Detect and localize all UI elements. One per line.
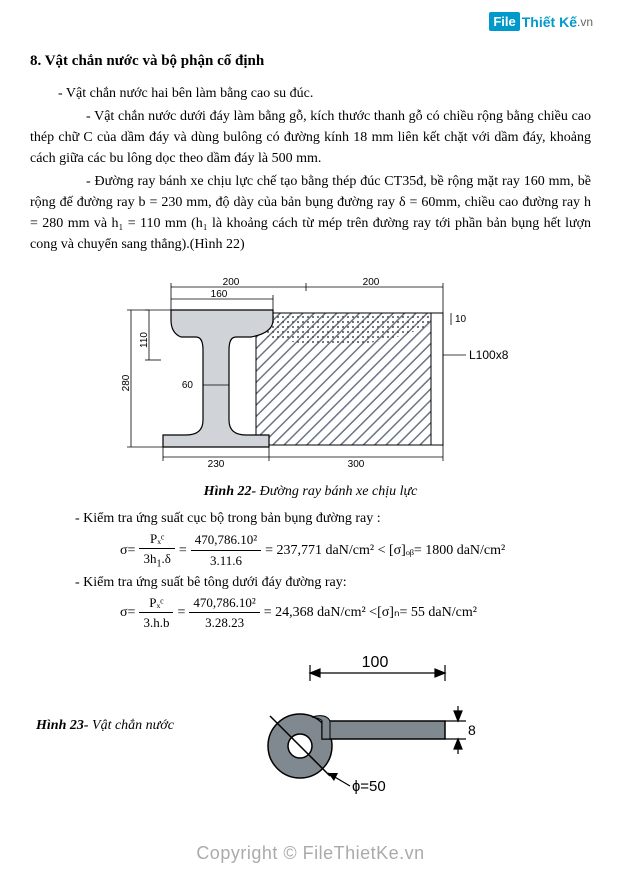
calc2-formula: σ= Pₓᶜ 3.h.b = 470,786.10² 3.28.23 = 24,…	[120, 593, 591, 633]
watermark: Copyright © FileThietKe.vn	[0, 843, 621, 864]
figure-22-svg: 200 200 160 10 110	[101, 265, 521, 470]
calc1-formula: σ= Pₓᶜ 3h1.δ = 470,786.10² 3.11.6 = 237,…	[120, 529, 591, 572]
figure-23: Hình 23- Vật chắn nước 100	[30, 651, 591, 801]
calc2-frac1: Pₓᶜ 3.h.b	[139, 593, 173, 633]
site-logo: File Thiết Kế .vn	[489, 12, 593, 31]
para-1: - Vật chắn nước hai bên làm bằng cao su …	[30, 83, 591, 104]
page-content: 8. Vật chắn nước và bộ phận cố định - Vậ…	[0, 0, 621, 811]
figure-23-svg: 100 8	[230, 651, 480, 801]
calc2-f2-top: 470,786.10²	[189, 593, 259, 614]
svg-text:100: 100	[362, 654, 389, 671]
calc1-sigma: σ=	[120, 540, 135, 561]
svg-text:300: 300	[347, 459, 364, 470]
calc1-f2-top: 470,786.10²	[191, 530, 261, 551]
calc2-result: = 24,368 daN/cm² <[σ]ₙ= 55 daN/cm²	[264, 602, 477, 623]
para-3: - Đường ray bánh xe chịu lực chế tạo bằn…	[30, 171, 591, 255]
calc2-f1-top: Pₓᶜ	[139, 593, 173, 614]
para-2-text: - Vật chắn nước dưới đáy làm bằng gỗ, kí…	[30, 109, 591, 166]
figure-22-caption-b: Hình 22-	[204, 484, 257, 499]
svg-text:280: 280	[121, 374, 132, 391]
svg-text:ɸ=50: ɸ=50	[352, 778, 386, 795]
calc1-title: - Kiểm tra ứng suất cục bộ trong bản bụn…	[75, 508, 591, 529]
svg-text:160: 160	[210, 289, 227, 300]
logo-text: Thiết Kế	[522, 14, 577, 30]
calc1-eq: =	[179, 540, 187, 561]
svg-text:110: 110	[139, 331, 150, 347]
calc2-sigma: σ=	[120, 602, 135, 623]
calc2-frac2: 470,786.10² 3.28.23	[189, 593, 259, 633]
calc1-result: = 237,771 daN/cm² < [σ]ₒᵦ= 1800 daN/cm²	[265, 540, 505, 561]
calc2-eq: =	[177, 602, 185, 623]
figure-23-caption: Hình 23- Vật chắn nước	[36, 718, 174, 733]
figure-22-caption-t: Đường ray bánh xe chịu lực	[256, 484, 417, 499]
svg-text:230: 230	[207, 459, 224, 470]
logo-box: File	[489, 12, 519, 31]
svg-text:200: 200	[362, 277, 379, 288]
calc2-f2-bot: 3.28.23	[189, 613, 259, 633]
svg-text:60: 60	[181, 380, 193, 391]
svg-text:10: 10	[455, 314, 467, 325]
para-2: - Vật chắn nước dưới đáy làm bằng gỗ, kí…	[30, 106, 591, 169]
calc2-title: - Kiểm tra ứng suất bê tông dưới đáy đườ…	[75, 572, 591, 593]
calc1-f2-bot: 3.11.6	[191, 551, 261, 571]
calc1-f1-top: Pₓᶜ	[139, 529, 174, 550]
svg-text:200: 200	[222, 277, 239, 288]
figure-22-caption: Hình 22- Đường ray bánh xe chịu lực	[30, 481, 591, 502]
svg-text:L100x8: L100x8	[469, 348, 509, 362]
calc1-f1-bot: 3h1.δ	[139, 549, 174, 572]
figure-22: 200 200 160 10 110	[30, 265, 591, 477]
calc2-f1-bot: 3.h.b	[139, 613, 173, 633]
para-3-text: - Đường ray bánh xe chịu lực chế tạo bằn…	[30, 174, 591, 252]
section-heading: 8. Vật chắn nước và bộ phận cố định	[30, 50, 591, 73]
logo-vn: .vn	[577, 15, 593, 29]
svg-text:8: 8	[468, 722, 476, 738]
calc1-frac2: 470,786.10² 3.11.6	[191, 530, 261, 570]
calc1-frac1: Pₓᶜ 3h1.δ	[139, 529, 174, 572]
